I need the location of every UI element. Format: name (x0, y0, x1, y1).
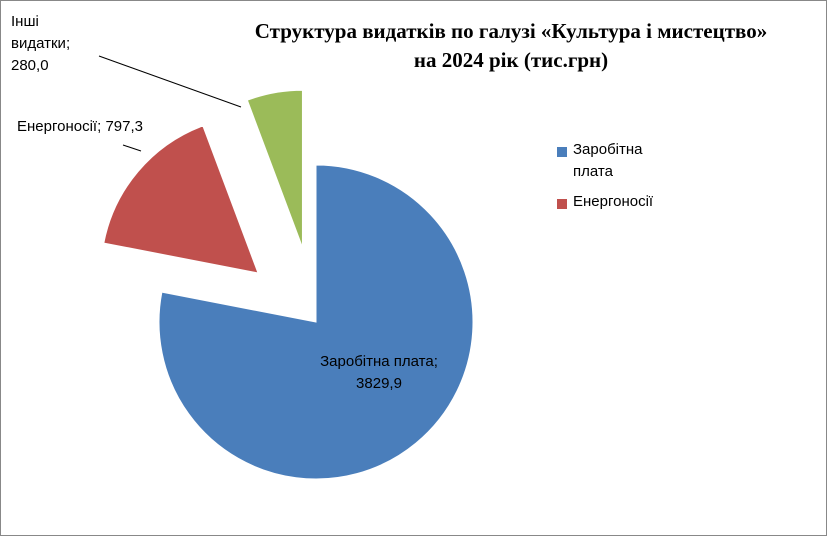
leader-line (98, 55, 242, 108)
data-label-category: Енергоносії (17, 118, 98, 135)
title-line: на 2024 рік (тис.грн) (413, 48, 609, 72)
legend-swatch (557, 147, 567, 157)
data-label: Енергоносії; 797,3 (3, 116, 143, 138)
legend-swatch (557, 199, 567, 209)
chart-title: Структура видатків по галузі «Культура і… (201, 17, 821, 75)
data-label-separator: ; (433, 353, 443, 370)
pie-slice (158, 164, 474, 480)
data-label-value: 797,3 (105, 118, 143, 135)
legend-label: Заробітна плата (573, 141, 643, 180)
legend-label: Енергоносії (573, 193, 654, 210)
data-label: Заробітна плата; 3829,9 (319, 351, 439, 395)
pie-slice (103, 125, 259, 274)
data-label-separator: ; (65, 35, 75, 52)
title-line: Структура видатків по галузі «Культура і… (254, 19, 768, 43)
data-label-separator: ; (97, 118, 106, 135)
data-label: Інші видатки; 280,0 (11, 11, 91, 77)
data-label-category: Заробітна плата (320, 353, 434, 370)
data-label-category: Інші видатки (11, 13, 66, 52)
data-label-value: 3829,9 (356, 375, 402, 392)
leader-line (122, 144, 142, 152)
data-label-value: 280,0 (11, 57, 49, 74)
pie-slice (246, 89, 303, 248)
